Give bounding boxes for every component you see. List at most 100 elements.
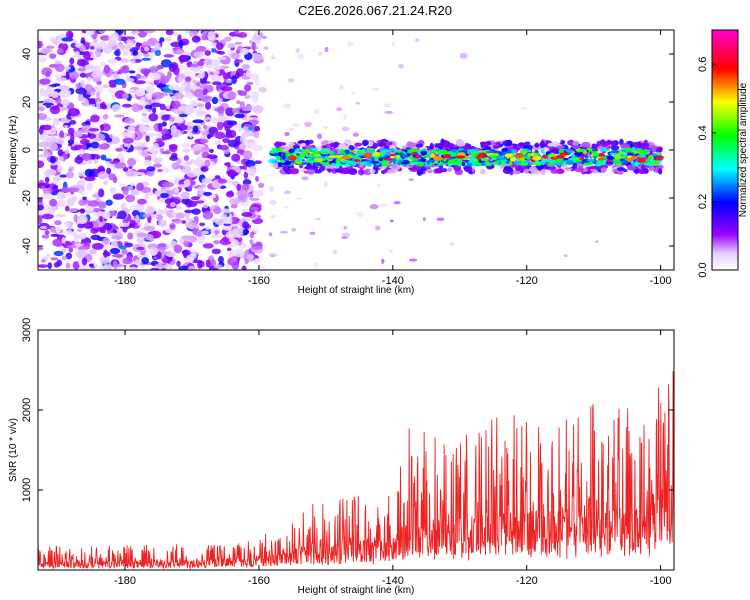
heatmap-cell: [69, 208, 78, 212]
heatmap-cell: [184, 179, 191, 187]
heatmap-cell: [583, 150, 587, 155]
heatmap-cell: [45, 177, 50, 183]
heatmap-cell: [504, 153, 513, 157]
heatmap-cell: [183, 71, 192, 74]
heatmap-cell: [107, 90, 112, 93]
heatmap-cell: [98, 171, 109, 179]
heatmap-cell: [157, 169, 163, 173]
heatmap-cell: [354, 143, 362, 147]
heatmap-cell: [191, 196, 200, 200]
heatmap-cell: [519, 150, 528, 154]
heatmap-cell: [592, 149, 599, 152]
heatmap-cell: [284, 161, 291, 165]
heatmap-cell: [285, 206, 288, 209]
heatmap-cell: [129, 89, 135, 93]
heatmap-cell: [288, 78, 295, 82]
heatmap-cell: [207, 134, 211, 140]
heatmap-cell: [278, 152, 282, 156]
heatmap-cell: [243, 229, 248, 236]
heatmap-cell: [430, 153, 434, 158]
heatmap-cell: [290, 168, 299, 174]
heatmap-cell: [126, 170, 135, 176]
heatmap-cell: [408, 178, 414, 181]
colorbar: 0.00.20.40.6 Normalized spectral amplitu…: [697, 30, 749, 278]
heatmap-cell: [314, 109, 319, 114]
heatmap-cell: [341, 156, 350, 160]
heatmap-cell: [611, 150, 620, 153]
spectrogram-y-axis-label: Frequency (Hz): [8, 116, 19, 185]
heatmap-cell: [203, 88, 208, 95]
heatmap-cell: [119, 245, 127, 249]
heatmap-cell: [222, 138, 230, 143]
heatmap-cell: [433, 156, 443, 161]
heatmap-cell: [614, 155, 621, 159]
heatmap-cell: [227, 120, 237, 125]
heatmap-cell: [298, 158, 302, 162]
heatmap-cell: [384, 111, 393, 114]
heatmap-cell: [242, 221, 249, 228]
heatmap-cell: [56, 226, 61, 233]
heatmap-cell: [82, 257, 87, 265]
heatmap-cell: [354, 159, 360, 161]
heatmap-cell: [201, 166, 209, 172]
heatmap-cell: [213, 207, 221, 215]
heatmap-cell: [103, 249, 107, 258]
heatmap-cell: [411, 153, 418, 155]
heatmap-cell: [178, 106, 189, 111]
heatmap-cell: [353, 133, 359, 137]
heatmap-cell: [541, 140, 545, 146]
heatmap-cell: [140, 97, 145, 104]
heatmap-cell: [491, 153, 497, 156]
heatmap-cell: [56, 77, 67, 81]
heatmap-cell: [197, 236, 204, 244]
snr-x-axis-label: Height of straight line (km): [298, 585, 415, 596]
heatmap-cell: [81, 144, 86, 150]
heatmap-cell: [128, 125, 135, 132]
heatmap-cell: [129, 220, 135, 227]
heatmap-cell: [64, 66, 71, 70]
spectrogram-heatmap: [34, 26, 665, 274]
heatmap-cell: [246, 70, 252, 77]
heatmap-cell: [77, 229, 82, 233]
heatmap-cell: [165, 37, 172, 41]
heatmap-cell: [202, 178, 213, 184]
heatmap-cell: [122, 186, 129, 195]
heatmap-cell: [218, 57, 227, 60]
heatmap-cell: [311, 148, 318, 151]
heatmap-cell: [234, 114, 245, 119]
heatmap-cell: [193, 126, 199, 133]
heatmap-cell: [55, 214, 66, 217]
heatmap-cell: [201, 184, 206, 188]
heatmap-cell: [150, 73, 161, 81]
heatmap-cell: [211, 235, 222, 238]
heatmap-cell: [380, 203, 387, 207]
heatmap-cell: [68, 187, 79, 192]
heatmap-cell: [345, 150, 350, 154]
snr-series-line: [38, 371, 674, 568]
heatmap-cell: [50, 156, 56, 163]
heatmap-cell: [281, 155, 286, 160]
heatmap-cell: [80, 79, 85, 88]
heatmap-cell: [258, 266, 266, 269]
heatmap-cell: [373, 152, 381, 157]
heatmap-cell: [276, 156, 281, 161]
heatmap-cell: [325, 47, 329, 52]
heatmap-cell: [158, 219, 167, 227]
heatmap-cell: [580, 158, 585, 160]
heatmap-cell: [467, 163, 473, 167]
heatmap-cell: [101, 102, 106, 109]
heatmap-cell: [72, 55, 83, 59]
heatmap-cell: [232, 108, 238, 113]
heatmap-cell: [362, 140, 369, 146]
heatmap-cell: [147, 207, 154, 215]
heatmap-cell: [556, 145, 565, 149]
heatmap-cell: [352, 155, 357, 158]
heatmap-cell: [225, 135, 233, 139]
heatmap-cell: [108, 173, 116, 180]
heatmap-cell: [130, 181, 134, 186]
heatmap-cell: [456, 155, 466, 158]
heatmap-cell: [574, 167, 584, 172]
heatmap-cell: [606, 149, 610, 151]
heatmap-cell: [443, 154, 451, 158]
heatmap-cell: [103, 84, 109, 88]
